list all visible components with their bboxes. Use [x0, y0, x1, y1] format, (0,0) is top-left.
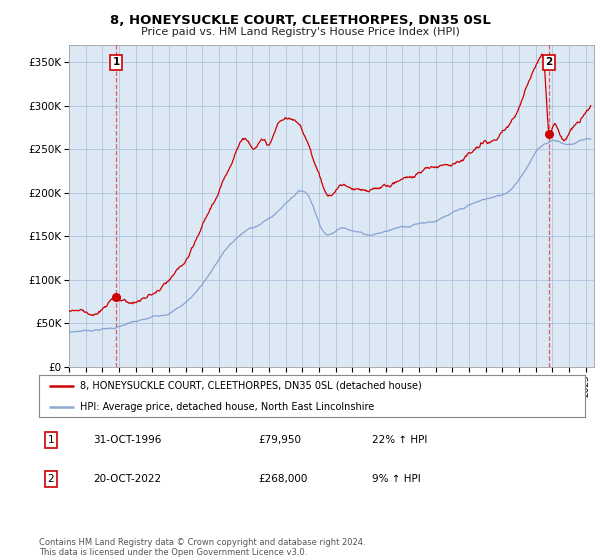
- Text: 31-OCT-1996: 31-OCT-1996: [93, 435, 161, 445]
- Text: 8, HONEYSUCKLE COURT, CLEETHORPES, DN35 0SL (detached house): 8, HONEYSUCKLE COURT, CLEETHORPES, DN35 …: [80, 381, 422, 391]
- Point: [112, 293, 121, 302]
- Text: Contains HM Land Registry data © Crown copyright and database right 2024.
This d: Contains HM Land Registry data © Crown c…: [39, 538, 365, 557]
- Text: 1: 1: [47, 435, 55, 445]
- Text: £79,950: £79,950: [258, 435, 301, 445]
- Text: 9% ↑ HPI: 9% ↑ HPI: [372, 474, 421, 484]
- Text: £268,000: £268,000: [258, 474, 307, 484]
- Point: [544, 129, 554, 138]
- Text: 1: 1: [113, 57, 120, 67]
- Text: Price paid vs. HM Land Registry's House Price Index (HPI): Price paid vs. HM Land Registry's House …: [140, 27, 460, 37]
- Text: 20-OCT-2022: 20-OCT-2022: [93, 474, 161, 484]
- Text: 2: 2: [47, 474, 55, 484]
- Text: 22% ↑ HPI: 22% ↑ HPI: [372, 435, 427, 445]
- Text: HPI: Average price, detached house, North East Lincolnshire: HPI: Average price, detached house, Nort…: [80, 402, 374, 412]
- Text: 2: 2: [545, 57, 553, 67]
- Text: 8, HONEYSUCKLE COURT, CLEETHORPES, DN35 0SL: 8, HONEYSUCKLE COURT, CLEETHORPES, DN35 …: [110, 14, 490, 27]
